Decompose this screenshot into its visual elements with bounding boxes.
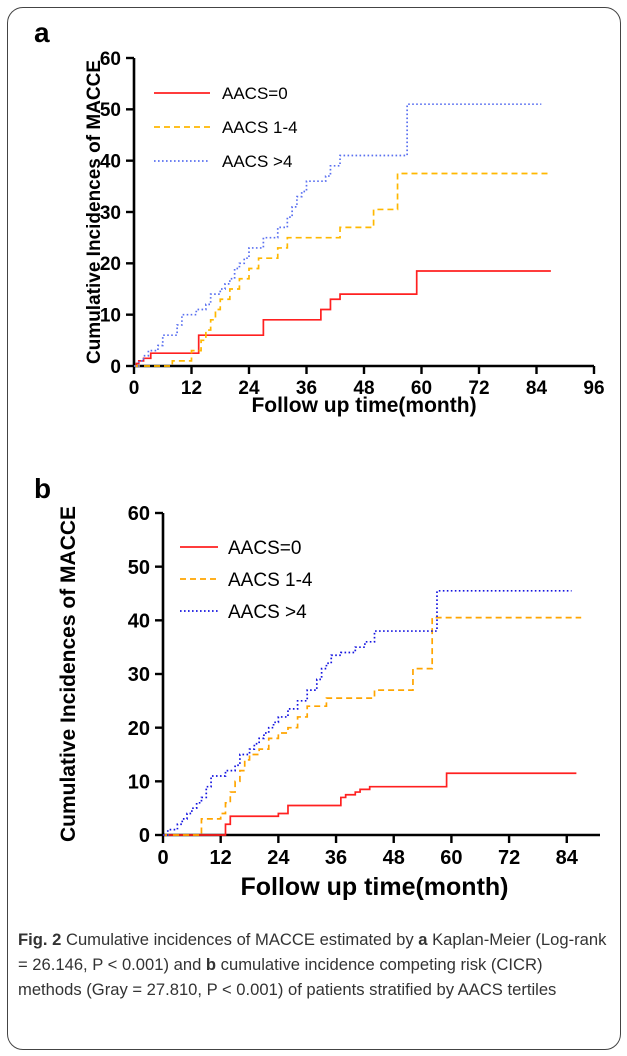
legend-label: AACS >4 xyxy=(228,602,307,623)
figure-svg: a 0 10 20 30 40 50 60 0 12 24 36 48 60 72 84 96 Follow up… xyxy=(34,17,605,901)
y-tick-label: 10 xyxy=(100,306,121,327)
legend-label: AACS >4 xyxy=(222,152,292,171)
y-tick-label: 30 xyxy=(128,664,150,686)
y-axis-label: Cumulative Incidences of MACCE xyxy=(57,506,80,842)
panel-label: b xyxy=(34,473,51,504)
x-tick-label: 12 xyxy=(181,378,202,399)
panel-b: b 0 10 20 30 40 50 60 0 12 24 36 48 60 72 84 Follow up t… xyxy=(34,473,600,901)
y-tick-label: 30 xyxy=(100,203,121,224)
y-tick-label: 40 xyxy=(128,611,150,633)
x-tick-label: 72 xyxy=(468,378,489,399)
caption-text-3: cumulative incidence competing risk (CIC… xyxy=(18,955,557,999)
caption-text-2: Kaplan-Meier (Log-rank = 26.146, P < 0.0… xyxy=(18,930,607,974)
y-tick-label: 60 xyxy=(100,49,121,70)
y-tick-label: 60 xyxy=(128,503,150,525)
series-line xyxy=(163,589,572,836)
series-line xyxy=(134,270,551,367)
panel-a: a 0 10 20 30 40 50 60 0 12 24 36 48 60 72 84 96 Follow up… xyxy=(34,17,605,417)
x-tick-label: 12 xyxy=(210,847,232,869)
x-tick-label: 0 xyxy=(129,378,140,399)
x-tick-label: 24 xyxy=(267,847,290,869)
x-axis-label: Follow up time(month) xyxy=(251,394,476,417)
y-tick-label: 20 xyxy=(100,254,121,275)
series-line xyxy=(134,103,542,367)
x-tick-label: 96 xyxy=(583,378,604,399)
x-tick-label: 60 xyxy=(411,378,432,399)
y-tick-label: 0 xyxy=(110,357,121,378)
x-tick-label: 36 xyxy=(296,378,317,399)
y-tick-label: 40 xyxy=(100,152,121,173)
x-tick-label: 84 xyxy=(526,378,548,399)
series-line xyxy=(163,772,577,836)
y-axis-label: Cumulative Incidences of MACCE xyxy=(84,60,105,364)
series-line xyxy=(163,616,582,836)
y-tick-label: 20 xyxy=(128,718,150,740)
y-tick-label: 50 xyxy=(100,100,121,121)
caption-b-label: b xyxy=(205,955,217,974)
x-tick-label: 84 xyxy=(556,847,579,869)
caption-fig-label: Fig. 2 xyxy=(18,930,62,949)
x-tick-label: 0 xyxy=(157,847,168,869)
y-tick-label: 50 xyxy=(128,557,150,579)
series-line xyxy=(134,172,551,367)
y-tick-label: 0 xyxy=(139,825,150,847)
x-tick-label: 48 xyxy=(353,378,374,399)
x-tick-label: 60 xyxy=(440,847,462,869)
caption-a-label: a xyxy=(418,930,428,949)
legend-label: AACS=0 xyxy=(228,538,301,559)
x-tick-label: 24 xyxy=(238,378,260,399)
x-tick-label: 36 xyxy=(325,847,347,869)
panel-label: a xyxy=(34,17,50,48)
caption-text-1: Cumulative incidences of MACCE estimated… xyxy=(61,930,419,949)
y-tick-label: 10 xyxy=(128,772,150,794)
figure-caption: Fig. 2 Cumulative incidences of MACCE es… xyxy=(18,927,608,1002)
x-tick-label: 48 xyxy=(383,847,405,869)
x-axis-label: Follow up time(month) xyxy=(240,873,508,901)
x-tick-label: 72 xyxy=(498,847,520,869)
legend-label: AACS=0 xyxy=(222,84,288,103)
legend-label: AACS 1-4 xyxy=(222,118,298,137)
legend-label: AACS 1-4 xyxy=(228,570,313,591)
